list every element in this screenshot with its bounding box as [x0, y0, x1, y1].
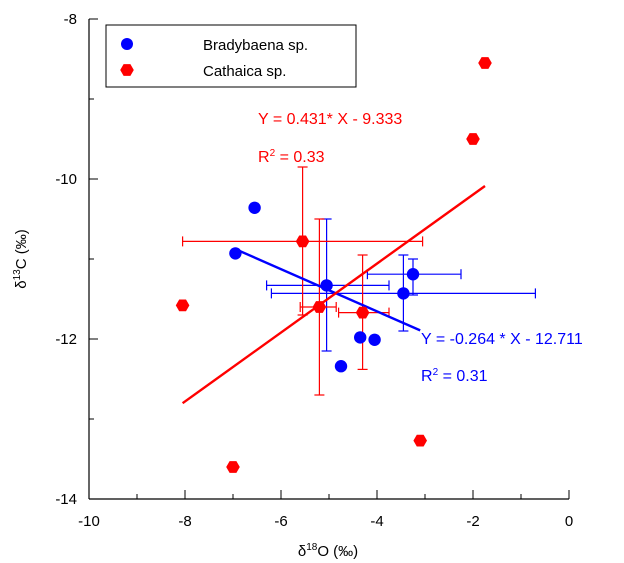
annotations: Y = 0.431* X - 9.333 R2 = 0.33 Y = -0.26… [258, 111, 583, 385]
cathaica-sp-point [478, 57, 492, 69]
cathaica-r2-label: R [258, 149, 270, 166]
x-tick-label: -10 [78, 513, 100, 530]
cathaica-sp-point [355, 306, 370, 319]
error-bars [182, 166, 537, 396]
x-tick-label: 0 [565, 513, 573, 530]
bradybaena-sp-point [248, 201, 261, 214]
cathaica-equation: Y = 0.431* X - 9.333 [258, 111, 402, 128]
bradybaena-sp-point [229, 247, 242, 260]
legend: Bradybaena sp. Cathaica sp. [105, 24, 357, 88]
axis-ticks: -10 -8 -6 -4 -2 0 -14 -12 -10 -8 [55, 11, 573, 530]
y-tick-label: -12 [55, 331, 77, 348]
x-axis-title-rest: O (‰) [317, 543, 358, 560]
x-tick-label: -6 [274, 513, 287, 530]
bradybaena-equation: Y = -0.264 * X - 12.711 [421, 331, 583, 348]
x-axis-title-superscript: 18 [306, 542, 318, 553]
legend-marker-bradybaena [121, 38, 133, 50]
bradybaena-sp-point [354, 331, 367, 344]
plot-area: -10 -8 -6 -4 -2 0 -14 -12 -10 -8 [55, 11, 573, 530]
bradybaena-r2-superscript: 2 [433, 367, 439, 378]
cathaica-sp-point [295, 235, 310, 248]
x-tick-label: -8 [178, 513, 191, 530]
cathaica-sp-point [466, 133, 480, 145]
legend-box [105, 24, 357, 88]
legend-label-bradybaena: Bradybaena sp. [203, 37, 308, 54]
y-axis-title: δ13C (‰) [12, 229, 30, 288]
cathaica-sp-point [226, 461, 240, 473]
x-axis-title-prefix: δ [298, 543, 306, 560]
x-axis-title: δ18O (‰) [298, 542, 358, 560]
cathaica-sp-point [312, 301, 327, 313]
legend-label-cathaica: Cathaica sp. [203, 63, 286, 80]
cathaica-r2: R2 = 0.33 [258, 148, 325, 166]
y-axis-title-superscript: 13 [12, 269, 23, 281]
x-tick-label: -4 [370, 513, 383, 530]
bradybaena-r2-value: = 0.31 [438, 368, 487, 385]
cathaica-sp-point [413, 434, 427, 447]
cathaica-r2-value: = 0.33 [275, 149, 324, 166]
y-tick-label: -10 [55, 171, 77, 188]
bradybaena-r2-label: R [421, 368, 433, 385]
cathaica-sp-point [175, 299, 190, 312]
bradybaena-r2: R2 = 0.31 [421, 367, 488, 385]
cathaica-sp-trend-line [181, 185, 486, 405]
y-tick-label: -14 [55, 491, 77, 508]
bradybaena-sp-point [320, 279, 333, 292]
cathaica-r2-superscript: 2 [270, 148, 276, 159]
bradybaena-sp-point [406, 268, 420, 281]
y-axis-title-rest: C (‰) [13, 229, 30, 269]
bradybaena-sp-point [368, 333, 381, 346]
bradybaena-sp-point [397, 287, 410, 300]
y-axis-title-prefix: δ [13, 280, 30, 288]
x-tick-label: -2 [466, 513, 479, 530]
legend-marker-cathaica [120, 64, 134, 76]
y-tick-label: -8 [64, 11, 77, 28]
bradybaena-sp-point [334, 360, 348, 373]
data-points [175, 57, 492, 473]
